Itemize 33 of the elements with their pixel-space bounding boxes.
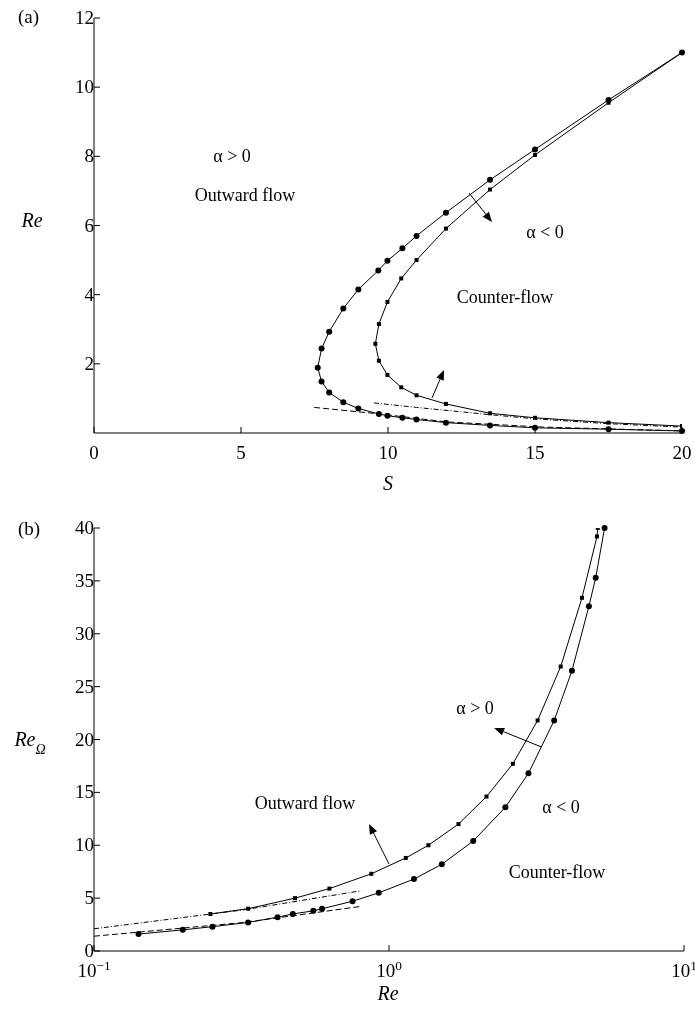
y-tick-label: 10 xyxy=(75,76,94,98)
annotation: Outward flow xyxy=(194,185,296,205)
annotation: α < 0 xyxy=(526,222,564,242)
chart-title: (a) xyxy=(18,6,40,28)
y-tick-label: 20 xyxy=(75,728,94,750)
y-axis-title: Re$_{Ω}$ xyxy=(13,728,46,757)
annotation: α < 0 xyxy=(542,797,580,817)
y-tick-label: 4 xyxy=(84,283,95,305)
y-tick-label: 8 xyxy=(84,145,94,167)
annotation: α > 0 xyxy=(213,146,251,166)
x-axis-title: S xyxy=(383,472,393,494)
annotation: α > 0 xyxy=(456,698,494,718)
annotation: Counter-flow xyxy=(508,862,606,882)
y-tick-label: 6 xyxy=(84,214,94,236)
chart-title: (b) xyxy=(18,518,41,540)
y-tick-label: 2 xyxy=(84,352,94,374)
x-tick-label: 15 xyxy=(525,442,545,463)
x-axis-title: Re xyxy=(376,982,399,1004)
annotation: Counter-flow xyxy=(456,287,554,307)
y-tick-label: 35 xyxy=(75,569,94,591)
y-tick-label: 40 xyxy=(75,517,94,538)
y-tick-label: 10 xyxy=(75,834,94,856)
y-axis-title: Re xyxy=(20,209,43,231)
y-tick-label: 12 xyxy=(75,7,94,28)
y-tick-label: 5 xyxy=(84,887,94,909)
annotation: Outward flow xyxy=(254,793,356,813)
y-tick-label: 15 xyxy=(75,781,94,803)
y-tick-label: 30 xyxy=(75,622,94,644)
x-tick-label: 10$^{0}$ xyxy=(376,957,403,981)
y-tick-label: 25 xyxy=(75,675,94,697)
x-tick-label: 20 xyxy=(672,442,692,463)
x-tick-label: 10 xyxy=(378,442,398,463)
x-tick-label: 5 xyxy=(236,442,246,463)
